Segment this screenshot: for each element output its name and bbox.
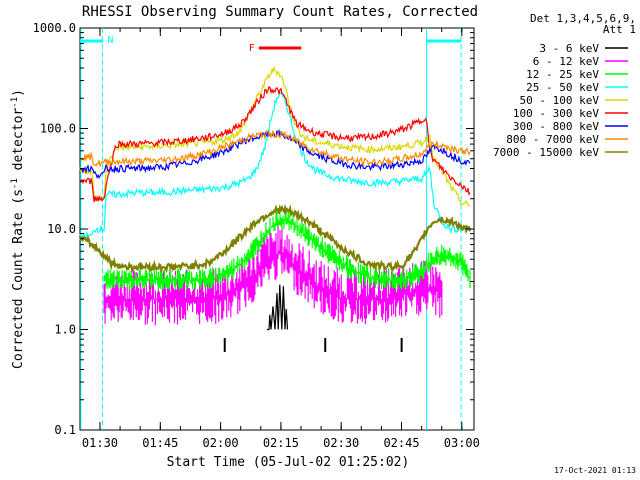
- y-axis-label-mid: detector: [11, 108, 26, 179]
- series-3-6-kev: [266, 284, 289, 331]
- series-800-7000-kev: [79, 129, 471, 169]
- y-axis-label-sup2: -1: [10, 97, 20, 108]
- legend-label-25-50-kev: 25 - 50 keV: [526, 81, 599, 94]
- legend-label-800-7000-kev: 800 - 7000 keV: [506, 133, 599, 146]
- legend-label-3-6-kev: 3 - 6 keV: [539, 42, 599, 55]
- legend-header: Det 1,3,4,5,6,9,: [530, 12, 636, 25]
- legend-label-6-12-kev: 6 - 12 keV: [533, 55, 600, 68]
- annotation-label-flare: F: [249, 43, 255, 54]
- series-6-12-kev: [103, 225, 443, 326]
- legend-label-50-100-kev: 50 - 100 keV: [520, 94, 600, 107]
- boundary-lines: [80, 28, 462, 430]
- x-axis-label: Start Time (05-Jul-02 01:25:02): [167, 455, 410, 470]
- legend-label-300-800-kev: 300 - 800 keV: [513, 120, 599, 133]
- series-7000-15000-kev: [78, 203, 472, 274]
- series-25-50-kev: [79, 91, 471, 241]
- x-axis: 01:30 01:45 02:00 02:15 02:30 02:45 03:00: [82, 28, 480, 450]
- series-12-25-kev: [103, 209, 471, 290]
- y-axis-label-sup1: -1: [10, 178, 20, 189]
- series-lines: [78, 65, 472, 331]
- series-50-100-kev: [79, 65, 471, 207]
- legend-label-12-25-kev: 12 - 25 keV: [526, 68, 599, 81]
- series-100-300-kev: [79, 85, 471, 203]
- annotation-bars: NF: [80, 35, 462, 54]
- timestamp: 17-Oct-2021 01:13: [554, 466, 636, 475]
- x-tick-label: 02:00: [203, 436, 239, 450]
- y-axis: 1000.0 100.0 10.0 1.0 0.1: [33, 21, 474, 437]
- x-tick-label: 02:15: [263, 436, 299, 450]
- annotation-label-night: N: [107, 35, 113, 46]
- x-tick-label: 02:45: [383, 436, 419, 450]
- x-tick-label: 02:30: [323, 436, 359, 450]
- legend-label-7000-15000-kev: 7000 - 15000 keV: [493, 146, 599, 159]
- x-tick-label: 01:30: [82, 436, 118, 450]
- y-tick-label: 1000.0: [33, 21, 76, 35]
- y-axis-label-end: ): [11, 89, 26, 97]
- legend-label-100-300-kev: 100 - 300 keV: [513, 107, 599, 120]
- chart-title: RHESSI Observing Summary Count Rates, Co…: [82, 4, 478, 20]
- y-tick-label: 10.0: [47, 222, 76, 236]
- y-axis-label: Corrected Count Rate (s-1 detector-1): [10, 89, 26, 369]
- x-tick-label: 01:45: [142, 436, 178, 450]
- y-tick-label: 1.0: [54, 323, 76, 337]
- x-tick-label: 03:00: [444, 436, 480, 450]
- event-ticks: [223, 338, 403, 352]
- y-axis-label-main: Corrected Count Rate (s: [11, 189, 26, 369]
- legend-header: Att 1: [603, 23, 636, 36]
- y-tick-label: 100.0: [40, 122, 76, 136]
- y-tick-label: 0.1: [54, 423, 76, 437]
